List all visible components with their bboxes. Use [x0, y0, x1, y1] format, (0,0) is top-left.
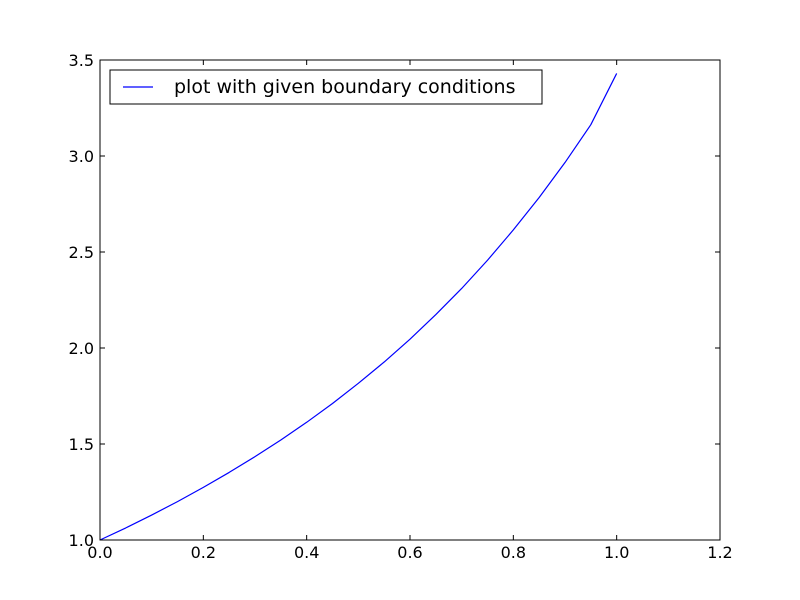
x-tick-label: 1.0	[604, 543, 629, 562]
legend-box	[109, 69, 543, 105]
x-tick-label: 0.0	[87, 543, 112, 562]
y-tick-label: 1.0	[69, 531, 94, 550]
plot-area-frame	[99, 59, 721, 541]
x-tick-label: 0.2	[191, 543, 216, 562]
legend-label: plot with given boundary conditions	[174, 76, 515, 98]
x-tick-label: 0.8	[501, 543, 526, 562]
series-line	[99, 73, 618, 541]
ticks-layer: 0.0 0.2 0.4 0.6 0.8 1.0 1.2 1.0 1.5 2.0 2.5 3.0 3.5	[69, 51, 733, 562]
series-layer	[99, 73, 618, 541]
y-tick-label: 3.0	[69, 147, 94, 166]
y-tick-label: 3.5	[69, 51, 94, 70]
y-tick-label: 1.5	[69, 435, 94, 454]
x-tick-label: 1.2	[707, 543, 732, 562]
x-tick-label: 0.6	[397, 543, 422, 562]
legend: plot with given boundary conditions	[109, 69, 543, 105]
x-tick-label: 0.4	[294, 543, 319, 562]
y-tick-label: 2.5	[69, 243, 94, 262]
y-tick-label: 2.0	[69, 339, 94, 358]
